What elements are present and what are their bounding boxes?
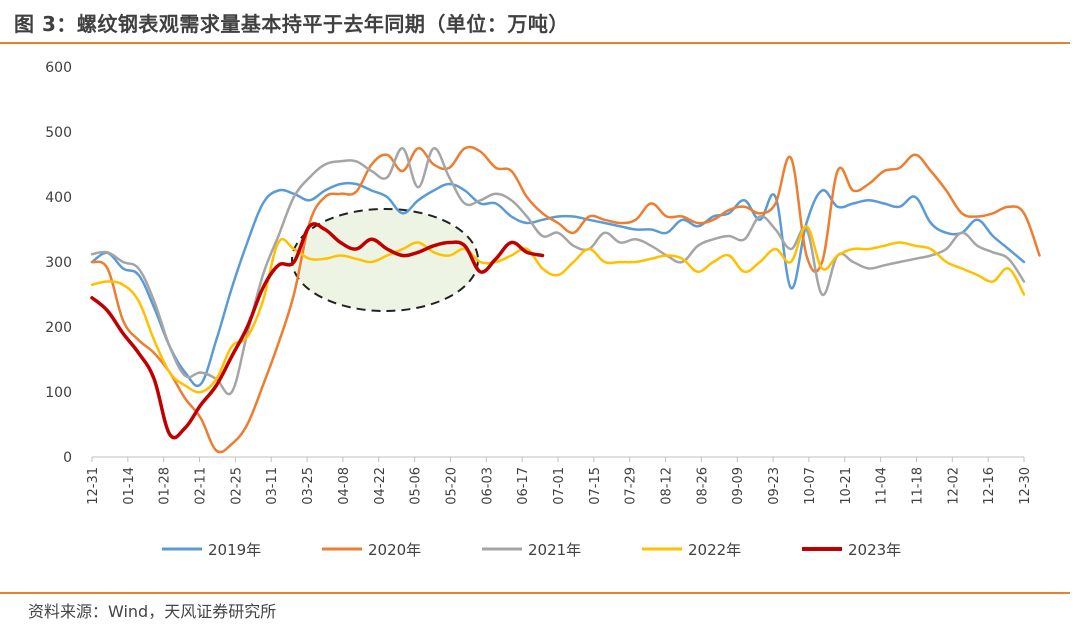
series-line-2021年 xyxy=(90,147,1026,396)
y-tick-label: 200 xyxy=(45,320,72,336)
legend-label: 2021年 xyxy=(528,541,581,559)
series-line-2022年 xyxy=(90,225,1026,394)
series-lines xyxy=(90,145,1041,454)
y-tick-label: 500 xyxy=(45,125,72,141)
y-tick-label: 300 xyxy=(45,255,72,271)
x-tick-label: 05-20 xyxy=(444,467,459,505)
series-line-2019年 xyxy=(90,181,1026,388)
x-tick-label: 07-15 xyxy=(588,467,603,505)
x-tick-label: 02-25 xyxy=(229,467,244,505)
x-tick-label: 12-30 xyxy=(1018,467,1033,505)
x-tick-label: 06-17 xyxy=(516,467,531,505)
x-tick-label: 03-25 xyxy=(301,467,316,505)
legend-label: 2020年 xyxy=(368,541,421,559)
legend-label: 2022年 xyxy=(688,541,741,559)
legend-label: 2019年 xyxy=(208,541,261,559)
x-tick-label: 10-21 xyxy=(839,467,854,505)
x-tick-label: 08-12 xyxy=(660,467,675,505)
legend-label: 2023年 xyxy=(848,541,901,559)
y-axis: 0 100 200 300 400 500 600 xyxy=(45,60,72,466)
y-tick-label: 100 xyxy=(45,385,72,401)
x-tick-label: 12-31 xyxy=(86,467,101,505)
series-line-2023年 xyxy=(90,222,545,440)
x-tick-label: 11-04 xyxy=(875,467,890,505)
x-tick-label: 06-03 xyxy=(480,467,495,505)
x-tick-label: 02-11 xyxy=(194,467,209,505)
x-tick-label: 12-16 xyxy=(982,467,997,505)
y-tick-label: 600 xyxy=(45,60,72,76)
x-tick-label: 08-26 xyxy=(695,467,710,505)
line-chart: 0 100 200 300 400 500 600 12-31 01-14 01-28 02-11… xyxy=(45,60,1041,559)
x-tick-label: 07-29 xyxy=(624,467,639,505)
legend: 2019年 2020年 2021年 2022年 2023年 xyxy=(162,541,901,559)
header-divider xyxy=(0,42,1070,44)
x-tick-label: 11-18 xyxy=(910,467,925,505)
footer-divider xyxy=(0,592,1070,594)
x-tick-label: 09-09 xyxy=(731,467,746,505)
series-line-2020年 xyxy=(90,145,1041,454)
x-tick-label: 03-11 xyxy=(265,467,280,505)
y-tick-label: 400 xyxy=(45,190,72,206)
x-tick-label: 04-08 xyxy=(337,467,352,505)
x-tick-label: 04-22 xyxy=(373,467,388,505)
x-tick-label: 10-07 xyxy=(803,467,818,505)
chart-title: 图 3：螺纹钢表观需求量基本持平于去年同期（单位：万吨） xyxy=(14,12,569,36)
x-tick-label: 01-14 xyxy=(122,467,137,505)
x-tick-label: 07-01 xyxy=(552,467,567,505)
x-axis: 12-31 01-14 01-28 02-11 02-25 03-11 03-25 04-08… xyxy=(86,456,1033,505)
x-tick-label: 12-02 xyxy=(946,467,961,505)
x-tick-label: 05-06 xyxy=(409,467,424,505)
y-tick-label: 0 xyxy=(63,450,72,466)
source-note: 资料来源：Wind，天风证券研究所 xyxy=(28,602,277,621)
x-tick-label: 01-28 xyxy=(158,467,173,505)
x-tick-label: 09-23 xyxy=(767,467,782,505)
